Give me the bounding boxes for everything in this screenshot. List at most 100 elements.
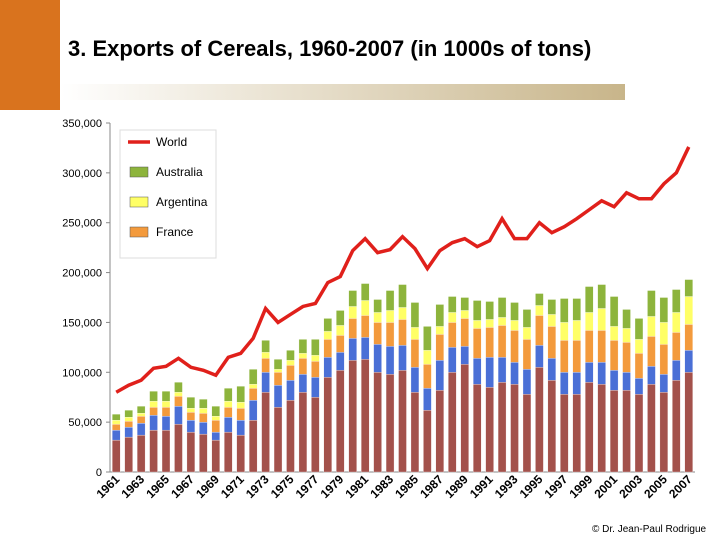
- bar-segment: [585, 362, 594, 383]
- y-tick-label: 150,000: [62, 317, 102, 329]
- bar-segment: [273, 359, 283, 370]
- y-tick-label: 100,000: [62, 367, 102, 379]
- bar-segment: [224, 417, 233, 433]
- bar-segment: [585, 382, 594, 473]
- bar-segment: [535, 305, 544, 316]
- bar-segment: [398, 307, 407, 320]
- bar-segment: [410, 339, 420, 368]
- bar-segment: [522, 394, 532, 473]
- x-tick-label: 2003: [616, 472, 645, 501]
- bar-segment: [361, 359, 370, 473]
- bar-segment: [348, 360, 357, 473]
- bar-segment: [336, 325, 345, 336]
- bar-segment: [473, 320, 482, 329]
- x-tick-label: 1991: [467, 472, 496, 501]
- line: [115, 146, 691, 394]
- bar-segment: [236, 434, 245, 473]
- bar-segment: [199, 399, 208, 409]
- bar-segment: [684, 350, 693, 373]
- x-tick-label: 1977: [293, 472, 322, 501]
- x-tick-label: 1989: [442, 472, 471, 501]
- bar-segment: [609, 296, 619, 327]
- legend-label: France: [156, 225, 194, 239]
- bar-segment: [448, 296, 457, 313]
- bar-segment: [510, 362, 519, 385]
- bar-segment: [460, 310, 469, 319]
- bar-segment: [398, 319, 407, 346]
- bar-segment: [460, 346, 469, 365]
- bar-segment: [361, 315, 370, 338]
- bar-segment: [373, 372, 382, 473]
- x-tick-label: 1965: [143, 472, 172, 501]
- bar-segment: [373, 322, 382, 345]
- bar-segment: [286, 360, 295, 366]
- legend-swatch: [129, 226, 149, 238]
- bar-segment: [311, 397, 320, 473]
- bar-segment: [547, 380, 556, 473]
- x-tick-label: 1993: [492, 472, 521, 501]
- bar-segment: [585, 312, 594, 331]
- bar-segment: [149, 407, 158, 416]
- bar-segment: [174, 382, 183, 393]
- bar-segment: [572, 394, 581, 473]
- bar-segment: [199, 433, 208, 473]
- x-tick-label: 2005: [641, 472, 670, 501]
- bar-segment: [249, 384, 258, 389]
- bar-segment: [672, 380, 681, 473]
- bar-segment: [136, 434, 146, 473]
- bar-segment: [348, 306, 357, 319]
- bar-segment: [647, 384, 656, 473]
- bar-segment: [572, 340, 581, 373]
- bar-segment: [174, 396, 183, 407]
- bar-segment: [161, 401, 171, 408]
- bar-segment: [634, 394, 644, 473]
- bar-segment: [211, 406, 220, 417]
- bar-segment: [224, 388, 233, 402]
- bar-segment: [385, 374, 395, 473]
- bar-segment: [273, 407, 283, 473]
- bar-segment: [423, 364, 432, 389]
- bar-segment: [659, 374, 669, 393]
- bar-segment: [261, 340, 270, 353]
- bar-segment: [460, 297, 469, 311]
- bar-segment: [510, 302, 519, 321]
- bar-segment: [522, 339, 532, 370]
- bar-segment: [361, 337, 370, 360]
- bar-segment: [261, 358, 270, 373]
- legend-label: Australia: [156, 165, 203, 179]
- bar-segment: [485, 387, 494, 473]
- bar-segment: [336, 352, 345, 371]
- legend-label: Argentina: [156, 195, 208, 209]
- bar-segment: [423, 350, 432, 365]
- bar-segment: [622, 372, 631, 391]
- bar-segment: [323, 318, 332, 332]
- bar-segment: [249, 388, 258, 401]
- bar-segment: [497, 382, 507, 473]
- bar-segment: [385, 346, 395, 375]
- bar-segment: [124, 426, 133, 438]
- bar-segment: [597, 330, 606, 363]
- bar-segment: [323, 377, 332, 473]
- bar-segment: [672, 289, 681, 313]
- y-tick-label: 200,000: [62, 268, 102, 280]
- bar-segment: [336, 310, 345, 326]
- bar-segment: [410, 327, 420, 340]
- bar-segment: [124, 417, 133, 422]
- bar-segment: [385, 322, 395, 347]
- bar-segment: [609, 390, 619, 473]
- bar-segment: [373, 299, 382, 313]
- x-tick-label: 1995: [517, 472, 546, 501]
- bar-segment: [323, 339, 332, 358]
- x-tick-label: 2001: [591, 472, 620, 501]
- bar-segment: [560, 394, 569, 473]
- bar-segment: [161, 416, 171, 431]
- bar-segment: [684, 324, 693, 351]
- bar-segment: [161, 407, 171, 417]
- bar-segment: [435, 390, 444, 473]
- bar-segment: [672, 360, 681, 381]
- bar-segment: [560, 322, 569, 341]
- bar-segment: [186, 431, 196, 473]
- bar-segment: [585, 286, 594, 313]
- bar-segment: [622, 309, 631, 329]
